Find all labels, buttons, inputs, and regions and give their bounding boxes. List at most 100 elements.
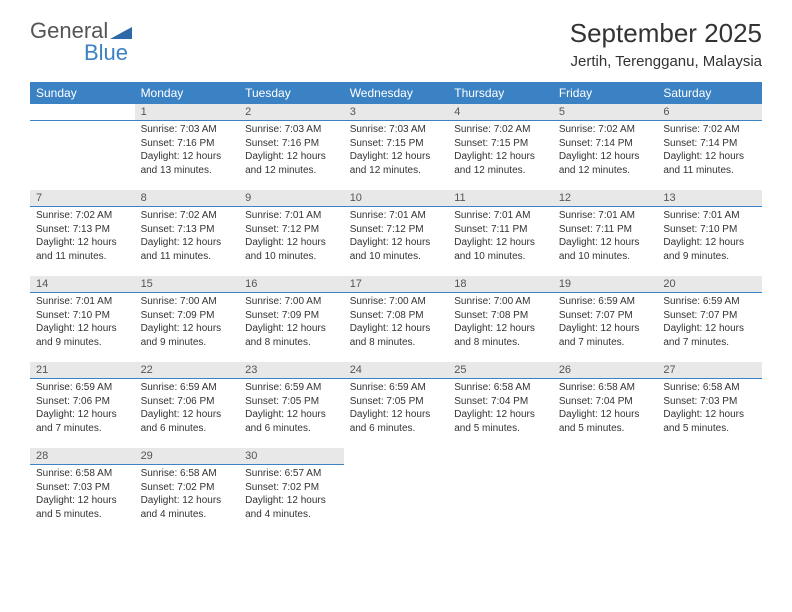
daylight-line: Daylight: 12 hours and 4 minutes.: [141, 494, 234, 521]
day-details: Sunrise: 7:00 AMSunset: 7:08 PMDaylight:…: [344, 293, 449, 353]
sunrise-line: Sunrise: 7:03 AM: [245, 123, 338, 137]
calendar-cell: 9Sunrise: 7:01 AMSunset: 7:12 PMDaylight…: [239, 190, 344, 276]
calendar-cell: 1Sunrise: 7:03 AMSunset: 7:16 PMDaylight…: [135, 104, 240, 190]
sunset-line: Sunset: 7:13 PM: [141, 223, 234, 237]
sunrise-line: Sunrise: 7:01 AM: [36, 295, 129, 309]
day-number: 3: [344, 104, 449, 121]
location: Jertih, Terengganu, Malaysia: [570, 53, 762, 70]
weekday-header: Friday: [553, 82, 658, 104]
day-details: Sunrise: 7:01 AMSunset: 7:11 PMDaylight:…: [553, 207, 658, 267]
sunrise-line: Sunrise: 6:58 AM: [141, 467, 234, 481]
daylight-line: Daylight: 12 hours and 9 minutes.: [141, 322, 234, 349]
daylight-line: Daylight: 12 hours and 4 minutes.: [245, 494, 338, 521]
day-details: Sunrise: 6:58 AMSunset: 7:04 PMDaylight:…: [448, 379, 553, 439]
calendar-cell: 19Sunrise: 6:59 AMSunset: 7:07 PMDayligh…: [553, 276, 658, 362]
day-details: Sunrise: 7:00 AMSunset: 7:09 PMDaylight:…: [239, 293, 344, 353]
sunrise-line: Sunrise: 6:59 AM: [141, 381, 234, 395]
day-details: Sunrise: 7:01 AMSunset: 7:10 PMDaylight:…: [30, 293, 135, 353]
day-number: 17: [344, 276, 449, 293]
sunset-line: Sunset: 7:11 PM: [454, 223, 547, 237]
calendar-cell: 26Sunrise: 6:58 AMSunset: 7:04 PMDayligh…: [553, 362, 658, 448]
sunset-line: Sunset: 7:02 PM: [245, 481, 338, 495]
calendar-week-row: 14Sunrise: 7:01 AMSunset: 7:10 PMDayligh…: [30, 276, 762, 362]
sunrise-line: Sunrise: 6:58 AM: [663, 381, 756, 395]
day-details: Sunrise: 7:00 AMSunset: 7:09 PMDaylight:…: [135, 293, 240, 353]
calendar-cell: 10Sunrise: 7:01 AMSunset: 7:12 PMDayligh…: [344, 190, 449, 276]
day-number: 5: [553, 104, 658, 121]
sunrise-line: Sunrise: 6:59 AM: [559, 295, 652, 309]
empty-day-header: [30, 104, 135, 121]
calendar-cell: 22Sunrise: 6:59 AMSunset: 7:06 PMDayligh…: [135, 362, 240, 448]
sunrise-line: Sunrise: 6:59 AM: [663, 295, 756, 309]
calendar-cell: 13Sunrise: 7:01 AMSunset: 7:10 PMDayligh…: [657, 190, 762, 276]
calendar-cell: 18Sunrise: 7:00 AMSunset: 7:08 PMDayligh…: [448, 276, 553, 362]
day-details: Sunrise: 7:02 AMSunset: 7:14 PMDaylight:…: [657, 121, 762, 181]
calendar-body: 1Sunrise: 7:03 AMSunset: 7:16 PMDaylight…: [30, 104, 762, 534]
calendar-cell: 28Sunrise: 6:58 AMSunset: 7:03 PMDayligh…: [30, 448, 135, 534]
calendar-cell: 29Sunrise: 6:58 AMSunset: 7:02 PMDayligh…: [135, 448, 240, 534]
day-number: 28: [30, 448, 135, 465]
day-number: 22: [135, 362, 240, 379]
day-number: 20: [657, 276, 762, 293]
calendar-cell: 25Sunrise: 6:58 AMSunset: 7:04 PMDayligh…: [448, 362, 553, 448]
daylight-line: Daylight: 12 hours and 8 minutes.: [245, 322, 338, 349]
sunrise-line: Sunrise: 7:02 AM: [141, 209, 234, 223]
sunset-line: Sunset: 7:06 PM: [141, 395, 234, 409]
day-details: Sunrise: 6:58 AMSunset: 7:02 PMDaylight:…: [135, 465, 240, 525]
sunset-line: Sunset: 7:12 PM: [245, 223, 338, 237]
sunset-line: Sunset: 7:11 PM: [559, 223, 652, 237]
day-number: 19: [553, 276, 658, 293]
day-number: 7: [30, 190, 135, 207]
daylight-line: Daylight: 12 hours and 11 minutes.: [141, 236, 234, 263]
day-details: Sunrise: 7:01 AMSunset: 7:10 PMDaylight:…: [657, 207, 762, 267]
sunset-line: Sunset: 7:05 PM: [245, 395, 338, 409]
day-details: Sunrise: 7:01 AMSunset: 7:11 PMDaylight:…: [448, 207, 553, 267]
sunset-line: Sunset: 7:03 PM: [36, 481, 129, 495]
calendar-cell: 24Sunrise: 6:59 AMSunset: 7:05 PMDayligh…: [344, 362, 449, 448]
day-details: Sunrise: 7:00 AMSunset: 7:08 PMDaylight:…: [448, 293, 553, 353]
day-details: Sunrise: 6:59 AMSunset: 7:05 PMDaylight:…: [239, 379, 344, 439]
day-number: 10: [344, 190, 449, 207]
day-details: Sunrise: 6:57 AMSunset: 7:02 PMDaylight:…: [239, 465, 344, 525]
daylight-line: Daylight: 12 hours and 12 minutes.: [350, 150, 443, 177]
daylight-line: Daylight: 12 hours and 8 minutes.: [350, 322, 443, 349]
sunrise-line: Sunrise: 7:00 AM: [141, 295, 234, 309]
sunrise-line: Sunrise: 6:58 AM: [36, 467, 129, 481]
day-number: 11: [448, 190, 553, 207]
day-number: 15: [135, 276, 240, 293]
sunset-line: Sunset: 7:04 PM: [454, 395, 547, 409]
day-number: 21: [30, 362, 135, 379]
day-number: 6: [657, 104, 762, 121]
weekday-header: Monday: [135, 82, 240, 104]
daylight-line: Daylight: 12 hours and 9 minutes.: [36, 322, 129, 349]
weekday-header: Sunday: [30, 82, 135, 104]
daylight-line: Daylight: 12 hours and 6 minutes.: [245, 408, 338, 435]
sunset-line: Sunset: 7:14 PM: [559, 137, 652, 151]
sunset-line: Sunset: 7:15 PM: [350, 137, 443, 151]
daylight-line: Daylight: 12 hours and 5 minutes.: [559, 408, 652, 435]
sunrise-line: Sunrise: 7:00 AM: [245, 295, 338, 309]
sunrise-line: Sunrise: 7:02 AM: [454, 123, 547, 137]
sunset-line: Sunset: 7:13 PM: [36, 223, 129, 237]
calendar-cell: 12Sunrise: 7:01 AMSunset: 7:11 PMDayligh…: [553, 190, 658, 276]
sunrise-line: Sunrise: 7:00 AM: [454, 295, 547, 309]
day-number: 25: [448, 362, 553, 379]
day-number: 24: [344, 362, 449, 379]
daylight-line: Daylight: 12 hours and 7 minutes.: [559, 322, 652, 349]
sunset-line: Sunset: 7:10 PM: [36, 309, 129, 323]
sunset-line: Sunset: 7:15 PM: [454, 137, 547, 151]
sunset-line: Sunset: 7:12 PM: [350, 223, 443, 237]
day-details: Sunrise: 7:02 AMSunset: 7:14 PMDaylight:…: [553, 121, 658, 181]
weekday-header: Tuesday: [239, 82, 344, 104]
title-block: September 2025 Jertih, Terengganu, Malay…: [570, 18, 762, 70]
calendar-cell: 23Sunrise: 6:59 AMSunset: 7:05 PMDayligh…: [239, 362, 344, 448]
calendar-week-row: 1Sunrise: 7:03 AMSunset: 7:16 PMDaylight…: [30, 104, 762, 190]
calendar-table: SundayMondayTuesdayWednesdayThursdayFrid…: [30, 82, 762, 534]
sunset-line: Sunset: 7:06 PM: [36, 395, 129, 409]
daylight-line: Daylight: 12 hours and 10 minutes.: [245, 236, 338, 263]
day-details: Sunrise: 7:01 AMSunset: 7:12 PMDaylight:…: [239, 207, 344, 267]
day-details: Sunrise: 6:59 AMSunset: 7:05 PMDaylight:…: [344, 379, 449, 439]
sunrise-line: Sunrise: 6:59 AM: [245, 381, 338, 395]
calendar-cell: 17Sunrise: 7:00 AMSunset: 7:08 PMDayligh…: [344, 276, 449, 362]
day-details: Sunrise: 6:58 AMSunset: 7:03 PMDaylight:…: [30, 465, 135, 525]
